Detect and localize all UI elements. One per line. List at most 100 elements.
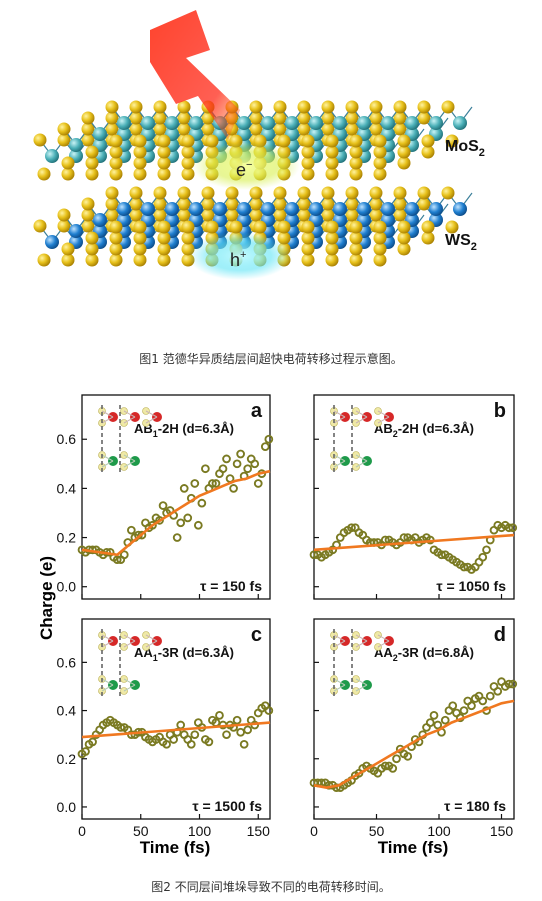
stacking-label: AB2-2H (d=6.3Å): [374, 421, 474, 439]
sulfur-atom: [105, 111, 119, 125]
sulfur-atom: [369, 197, 383, 211]
tungsten-atom: [429, 202, 443, 216]
sulfur-atom: [417, 111, 431, 125]
data-point: [309, 550, 319, 560]
data-point: [137, 530, 147, 540]
sulfur-atom: [373, 220, 387, 234]
sulfur-atom: [81, 122, 95, 136]
sulfur-atom: [85, 167, 99, 181]
data-point: [482, 545, 491, 555]
sulfur-atom: [273, 111, 287, 125]
sulfur-atom: [201, 208, 215, 222]
sulfur-atom: [297, 208, 311, 222]
sulfur-atom: [157, 242, 171, 256]
molybdenum-atom: [453, 116, 467, 130]
tungsten-atom: [117, 202, 131, 216]
sulfur-atom: [157, 231, 171, 245]
molybdenum-atom: [285, 116, 299, 130]
sulfur-atom: [133, 231, 147, 245]
sulfur-atom: [421, 231, 435, 245]
sulfur-atom: [157, 134, 171, 148]
x-tick-label: 50: [133, 823, 149, 839]
fit-line: [313, 533, 515, 552]
sulfur-atom: [249, 208, 263, 222]
sulfur-atom: [397, 220, 411, 234]
sulfur-atom: [369, 208, 383, 222]
data-point: [208, 479, 217, 488]
sulfur-atom: [345, 100, 359, 114]
data-point: [250, 459, 260, 469]
sulfur-atom: [369, 186, 383, 200]
sulfur-atom: [325, 145, 339, 159]
sulfur-atom: [349, 231, 363, 245]
tau-label: τ = 1500 fs: [192, 798, 262, 814]
data-point: [448, 701, 458, 711]
y-tick-label: 0.0: [57, 579, 77, 595]
sulfur-atom: [177, 100, 191, 114]
sulfur-atom: [321, 100, 335, 114]
data-point: [425, 718, 435, 727]
x-tick-label: 0: [310, 823, 318, 839]
fit-line: [81, 469, 271, 557]
tungsten-atom: [261, 202, 275, 216]
data-point: [229, 484, 238, 493]
x-tick-label: 150: [247, 823, 271, 839]
sulfur-atom: [297, 122, 311, 136]
sulfur-atom: [369, 111, 383, 125]
sulfur-atom: [373, 242, 387, 256]
sulfur-atom: [157, 145, 171, 159]
sulfur-atom: [153, 100, 167, 114]
sulfur-atom: [157, 156, 171, 170]
sulfur-atom: [177, 111, 191, 125]
sulfur-atom: [297, 186, 311, 200]
molybdenum-atom: [141, 116, 155, 130]
panel-frame: [81, 618, 271, 820]
sulfur-atom: [297, 111, 311, 125]
sulfur-atom: [297, 197, 311, 211]
data-point: [162, 739, 171, 749]
sulfur-atom: [129, 197, 143, 211]
sulfur-atom: [85, 242, 99, 256]
data-point: [437, 550, 446, 560]
y-tick-label: 0.4: [57, 703, 77, 719]
tungsten-atom: [93, 213, 107, 227]
data-point: [403, 751, 413, 761]
sulfur-atom: [397, 231, 411, 245]
sulfur-atom: [105, 197, 119, 211]
tungsten-atom: [189, 202, 203, 216]
data-point: [429, 711, 439, 720]
data-point: [459, 706, 469, 715]
sulfur-atom: [397, 134, 411, 148]
sulfur-atom: [325, 156, 339, 170]
data-point: [260, 442, 270, 451]
data-point: [218, 464, 228, 474]
data-point: [504, 523, 514, 533]
sulfur-atom: [297, 100, 311, 114]
data-point: [485, 691, 495, 701]
sulfur-atom: [181, 231, 195, 245]
tungsten-atom: [285, 202, 299, 216]
molybdenum-atom: [405, 116, 419, 130]
sulfur-atom: [37, 253, 51, 267]
sulfur-atom: [421, 145, 435, 159]
sulfur-atom: [349, 253, 363, 267]
sulfur-atom: [421, 220, 435, 234]
sulfur-atom: [369, 100, 383, 114]
sulfur-atom: [441, 186, 455, 200]
data-point: [243, 464, 253, 474]
panel-letter: b: [494, 400, 506, 422]
tungsten-atom: [69, 224, 83, 238]
panel-letter: c: [251, 624, 262, 646]
data-point: [204, 737, 214, 747]
sulfur-atom: [393, 111, 407, 125]
sulfur-atom: [157, 253, 171, 267]
data-point: [388, 764, 398, 773]
sulfur-atom: [61, 156, 75, 170]
sulfur-atom: [157, 220, 171, 234]
panel-c: 0 50 100 150 0.0 0.2 0.4 0.6 c τ = 1500 fs AA1-3R …: [57, 618, 274, 839]
sulfur-atom: [393, 197, 407, 211]
sulfur-atom: [417, 100, 431, 114]
x-tick-label: 100: [427, 823, 451, 839]
data-point: [236, 449, 245, 459]
sulfur-atom: [57, 208, 71, 222]
